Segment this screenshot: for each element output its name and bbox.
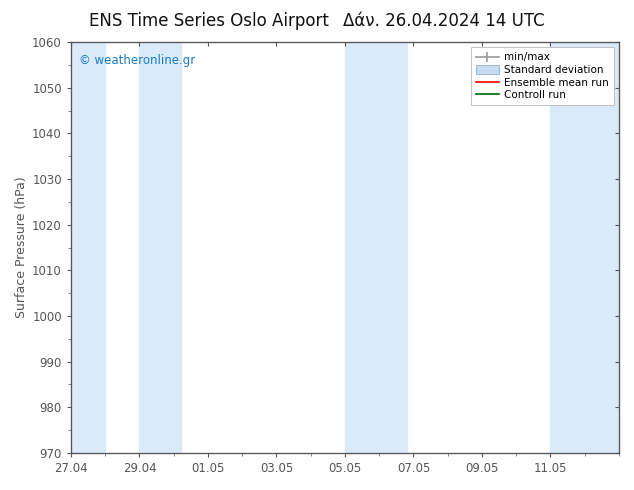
Bar xyxy=(345,42,406,453)
Text: © weatheronline.gr: © weatheronline.gr xyxy=(79,54,195,68)
Bar xyxy=(550,42,619,453)
Bar xyxy=(139,42,181,453)
Text: ENS Time Series Oslo Airport: ENS Time Series Oslo Airport xyxy=(89,12,329,30)
Text: Δάν. 26.04.2024 14 UTC: Δάν. 26.04.2024 14 UTC xyxy=(343,12,545,30)
Y-axis label: Surface Pressure (hPa): Surface Pressure (hPa) xyxy=(15,176,28,318)
Legend: min/max, Standard deviation, Ensemble mean run, Controll run: min/max, Standard deviation, Ensemble me… xyxy=(470,47,614,105)
Bar xyxy=(71,42,105,453)
